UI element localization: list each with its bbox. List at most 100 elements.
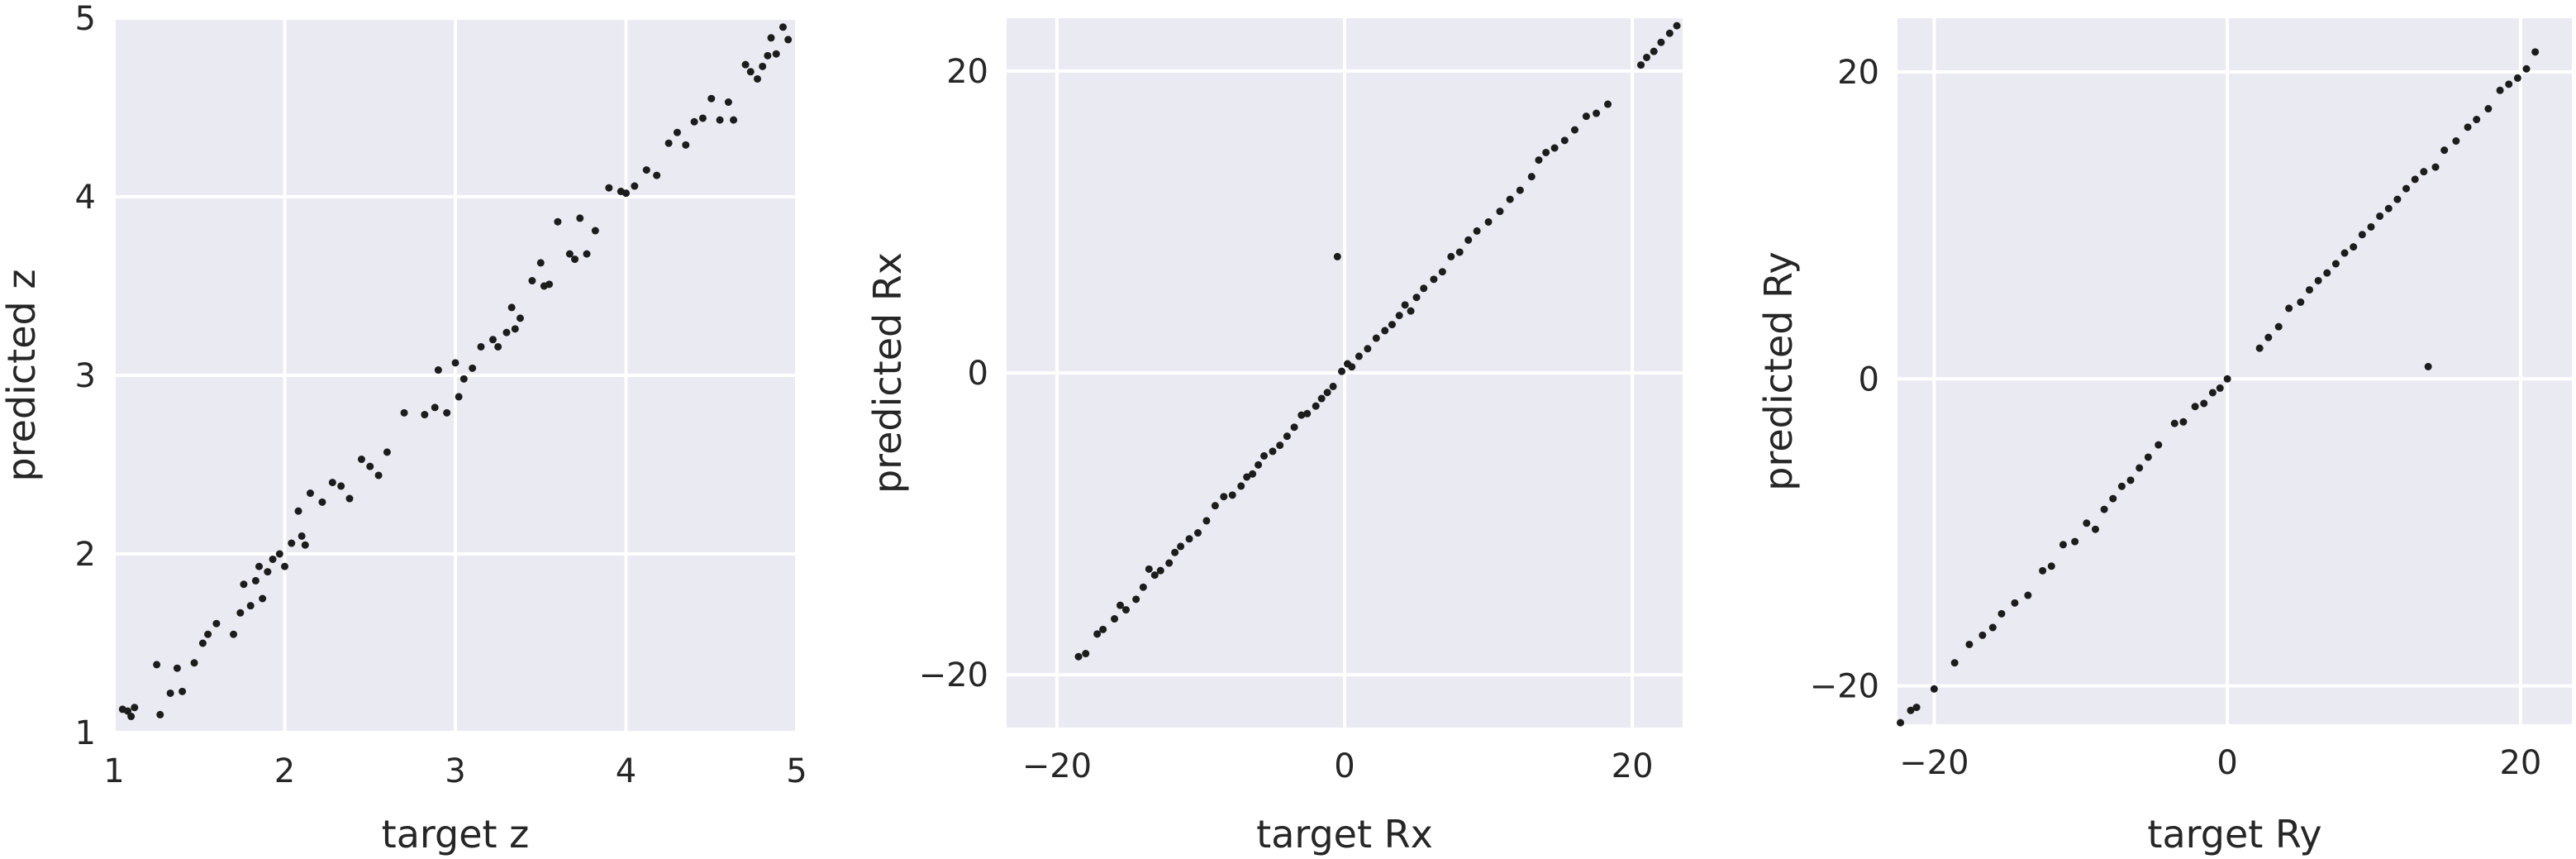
data-point-ry	[2411, 175, 2419, 184]
data-point-rx	[1099, 625, 1107, 633]
data-point-z	[127, 713, 136, 721]
data-point-rx	[1171, 548, 1179, 556]
data-point-ry	[1988, 623, 1997, 632]
data-point-rx	[1355, 352, 1363, 360]
data-point-z	[507, 303, 516, 312]
data-point-z	[198, 639, 207, 647]
data-point-rx	[1395, 312, 1403, 320]
points-rx	[1074, 21, 1681, 661]
points-ry	[1897, 48, 2540, 727]
grid-z	[112, 17, 798, 734]
data-point-z	[741, 60, 750, 69]
data-point-z	[459, 375, 468, 383]
data-point-z	[179, 687, 187, 695]
data-point-z	[124, 707, 132, 715]
data-point-rx	[1333, 252, 1341, 260]
data-point-z	[631, 182, 639, 190]
data-point-ry	[2402, 184, 2411, 193]
data-point-ry	[2136, 464, 2144, 472]
data-point-ry	[2191, 403, 2199, 411]
data-point-z	[502, 328, 511, 336]
x-tick-label-z: 1	[103, 752, 124, 790]
data-point-ry	[2420, 168, 2428, 176]
data-point-ry	[2285, 304, 2293, 313]
scatter-panel-z: 1 2 3 4 5 1 2 3 4 5 target z predicted z	[0, 0, 807, 857]
scatter-panel-ry: −20 0 20 −20 0 20 target Ry predicted Ry	[1756, 18, 2572, 857]
data-point-z	[565, 250, 574, 258]
data-point-z	[153, 661, 161, 669]
data-point-z	[477, 342, 485, 351]
data-point-rx	[1165, 559, 1174, 567]
data-point-ry	[2323, 269, 2331, 277]
data-point-ry	[2255, 344, 2264, 352]
data-point-ry	[2144, 453, 2152, 461]
plot-area-ry	[1897, 18, 2572, 724]
data-point-rx	[1527, 173, 1536, 181]
data-point-rx	[1642, 53, 1650, 61]
data-point-ry	[1912, 704, 1921, 712]
x-ticks-ry: −20 0 20	[1899, 744, 2541, 782]
data-point-ry	[2473, 116, 2481, 124]
x-ticks-rx: −20 0 20	[1022, 747, 1654, 785]
data-point-z	[294, 507, 302, 515]
x-axis-label-ry: target Ry	[2147, 812, 2321, 857]
data-point-rx	[1132, 595, 1140, 604]
data-point-z	[328, 479, 336, 487]
data-point-rx	[1381, 327, 1389, 335]
data-point-ry	[1997, 609, 2006, 618]
data-point-ry	[2367, 222, 2375, 231]
data-point-rx	[1650, 47, 1658, 55]
scatter-panel-rx: −20 0 20 −20 0 20 target Rx predicted Rx	[865, 18, 1683, 857]
data-point-ry	[2100, 505, 2108, 513]
data-point-rx	[1438, 268, 1446, 276]
data-point-ry	[2109, 494, 2117, 503]
data-point-rx	[1237, 482, 1245, 490]
data-point-z	[455, 393, 463, 401]
data-point-rx	[1412, 293, 1421, 302]
data-point-rx	[1111, 615, 1119, 623]
data-point-z	[421, 411, 429, 419]
data-point-z	[230, 630, 238, 638]
data-point-z	[764, 51, 772, 60]
data-point-rx	[1193, 529, 1202, 537]
data-point-rx	[1637, 61, 1645, 69]
data-point-ry	[2305, 286, 2313, 294]
data-point-z	[288, 539, 296, 547]
data-point-z	[318, 498, 326, 506]
data-point-ry	[2155, 441, 2163, 449]
data-point-rx	[1185, 535, 1193, 543]
data-point-ry	[2452, 137, 2460, 146]
data-point-z	[255, 562, 264, 570]
data-point-z	[673, 128, 681, 136]
data-point-z	[374, 471, 383, 480]
data-point-z	[754, 74, 762, 83]
y-axis-label-z: predicted z	[0, 270, 44, 482]
data-point-ry	[2200, 399, 2208, 408]
data-point-rx	[1260, 451, 1269, 460]
x-tick-label-z: 4	[616, 752, 636, 790]
data-point-rx	[1276, 441, 1284, 450]
data-point-ry	[2047, 562, 2055, 570]
data-point-ry	[2331, 260, 2340, 268]
grid-ry	[1897, 18, 2572, 724]
data-point-rx	[1220, 493, 1228, 501]
data-point-ry	[2179, 418, 2188, 426]
data-point-rx	[1283, 432, 1291, 441]
data-point-rx	[1570, 126, 1578, 134]
data-point-z	[264, 568, 272, 576]
x-axis-label-z: target z	[382, 812, 530, 857]
data-point-z	[707, 94, 716, 103]
data-point-z	[400, 408, 408, 417]
data-point-rx	[1535, 156, 1543, 165]
y-tick-label-z: 3	[75, 357, 96, 395]
data-point-rx	[1243, 473, 1251, 481]
data-point-z	[269, 555, 277, 563]
data-point-rx	[1560, 136, 1569, 145]
data-point-ry	[2384, 204, 2393, 212]
data-point-ry	[2484, 105, 2493, 113]
data-point-ry	[2424, 362, 2432, 370]
y-tick-label-ry: 0	[1859, 360, 1879, 398]
data-point-rx	[1074, 652, 1083, 661]
data-point-rx	[1298, 411, 1306, 419]
data-point-ry	[2059, 541, 2067, 549]
